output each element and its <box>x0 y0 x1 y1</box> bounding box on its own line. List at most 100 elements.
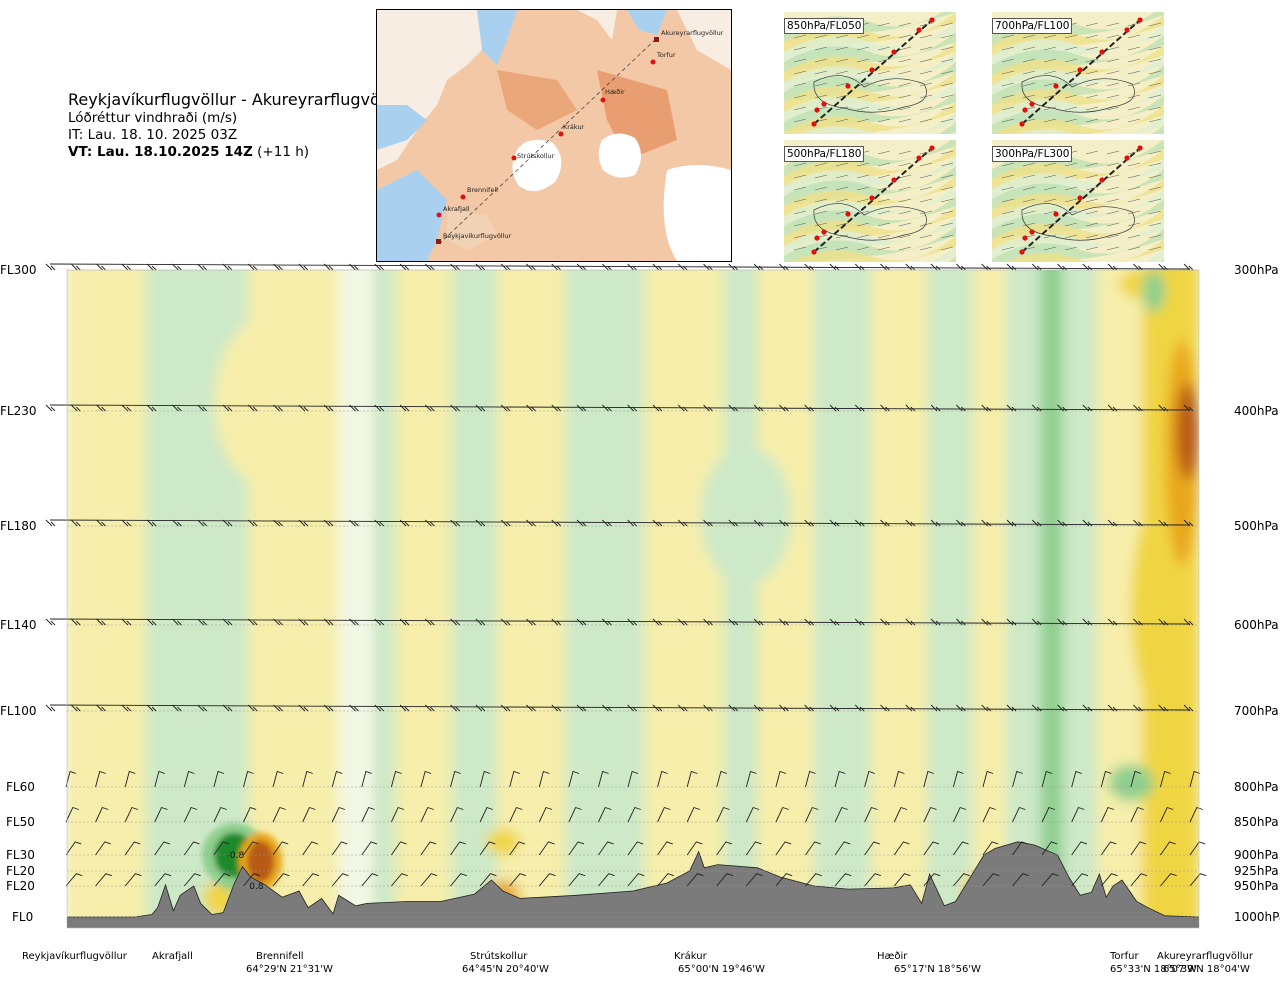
panel-route-point <box>814 235 820 241</box>
wind-barb <box>716 770 728 788</box>
map-label-akureyri: Akureyrarflugvöllur <box>661 29 724 37</box>
issue-time: IT: Lau. 18. 10. 2025 03Z <box>68 127 238 143</box>
wind-barb <box>703 618 713 626</box>
panel-wind-mark <box>1106 234 1120 239</box>
wind-barb <box>804 704 814 712</box>
panel-wind-mark <box>1148 174 1162 179</box>
wind-barb <box>349 263 359 271</box>
wind-barb <box>834 873 852 887</box>
panel-wind-mark <box>940 22 954 27</box>
wind-barb <box>686 873 704 887</box>
wind-barb <box>728 263 739 271</box>
panel-wind-mark <box>1085 34 1099 39</box>
panel-route-point <box>1022 107 1028 113</box>
wind-barb <box>526 704 536 712</box>
panel-wind-mark <box>814 58 828 63</box>
site-coordinates: 65°39'N 18°04'W <box>1163 964 1250 975</box>
wind-barb <box>880 519 890 527</box>
panel-wind-mark <box>1043 234 1057 239</box>
wind-barb <box>982 841 999 856</box>
wind-barb <box>298 704 309 712</box>
wind-barb <box>450 519 460 527</box>
wind-barb <box>425 404 435 412</box>
wind-barb <box>331 873 349 887</box>
panel-wind-mark <box>1043 162 1057 167</box>
field-band <box>338 270 373 928</box>
wind-barb <box>1057 263 1067 271</box>
wind-barb <box>247 263 258 271</box>
wind-barb <box>551 519 562 527</box>
wind-barb <box>298 519 309 527</box>
field-cell <box>214 312 339 492</box>
wind-barb <box>273 404 283 412</box>
panel-wind-mark <box>1127 162 1141 167</box>
wind-barb <box>728 404 739 412</box>
wind-barb <box>728 704 739 712</box>
panel-wind-mark <box>1001 162 1015 167</box>
panel-wind-mark <box>1106 58 1120 63</box>
panel-field-band <box>820 246 956 262</box>
wind-barb <box>1057 704 1067 712</box>
panel-wind-mark <box>1148 46 1162 51</box>
wind-barb <box>677 404 688 412</box>
wind-barb <box>905 519 916 527</box>
panel-wind-mark <box>835 174 849 179</box>
wind-barb <box>124 806 139 823</box>
wind-barb <box>70 618 81 626</box>
panel-wind-mark <box>793 94 807 99</box>
hpa-label: 950hPa <box>1234 879 1279 893</box>
wind-barb <box>779 704 789 712</box>
panel-wind-mark <box>793 106 807 111</box>
map-label-strutskollur: Strútskollur <box>517 152 555 160</box>
wind-barb <box>728 618 739 626</box>
wind-barb <box>302 806 316 823</box>
wind-barb <box>598 841 614 856</box>
wind-barb <box>779 519 789 527</box>
wind-barb <box>1189 770 1201 788</box>
panel-route-point <box>1053 211 1059 217</box>
wind-barb <box>479 841 496 856</box>
panel-wind-mark <box>1043 118 1057 123</box>
panel-wind-mark <box>1001 94 1015 99</box>
panel-wind-mark <box>1022 186 1036 191</box>
panel-wind-mark <box>1106 118 1120 123</box>
wind-barb <box>146 404 157 412</box>
hpa-label: 300hPa <box>1234 263 1279 277</box>
wind-barb <box>500 519 511 527</box>
wind-barb <box>923 841 940 856</box>
wind-barb <box>146 704 157 712</box>
panel-wind-mark <box>1064 106 1078 111</box>
wind-barb <box>479 770 491 788</box>
panel-coastline <box>1021 203 1135 241</box>
panel-wind-mark <box>898 34 912 39</box>
panel-route-point <box>1029 229 1035 235</box>
panel-wind-mark <box>1064 162 1078 167</box>
wind-barb <box>854 618 865 626</box>
panel-wind-mark <box>1022 94 1036 99</box>
fl-label: FL140 <box>0 618 37 632</box>
panel-wind-mark <box>877 118 891 123</box>
wind-line <box>49 519 1191 526</box>
wind-barb <box>930 404 941 412</box>
wind-barb <box>399 704 410 712</box>
wind-barb <box>1107 263 1118 271</box>
panel-300-label: 300hPa/FL300 <box>992 146 1073 162</box>
field-band <box>723 270 758 928</box>
panel-field-band <box>791 236 956 262</box>
wind-barb <box>805 770 816 788</box>
panel-route-point <box>811 121 817 127</box>
panel-wind-mark <box>835 58 849 63</box>
panel-wind-mark <box>1127 94 1141 99</box>
panel-wind-mark <box>856 162 870 167</box>
wind-barb <box>982 770 994 788</box>
wind-barb <box>686 841 703 856</box>
wind-barb <box>302 841 318 856</box>
wind-barb <box>96 618 106 626</box>
wind-barb <box>923 770 935 788</box>
panel-field-band <box>1151 125 1164 134</box>
wind-barb <box>905 263 916 271</box>
panel-wind-mark <box>940 34 954 39</box>
panel-wind-mark <box>1043 34 1057 39</box>
wind-barb <box>420 806 434 823</box>
wind-barb <box>576 618 587 626</box>
